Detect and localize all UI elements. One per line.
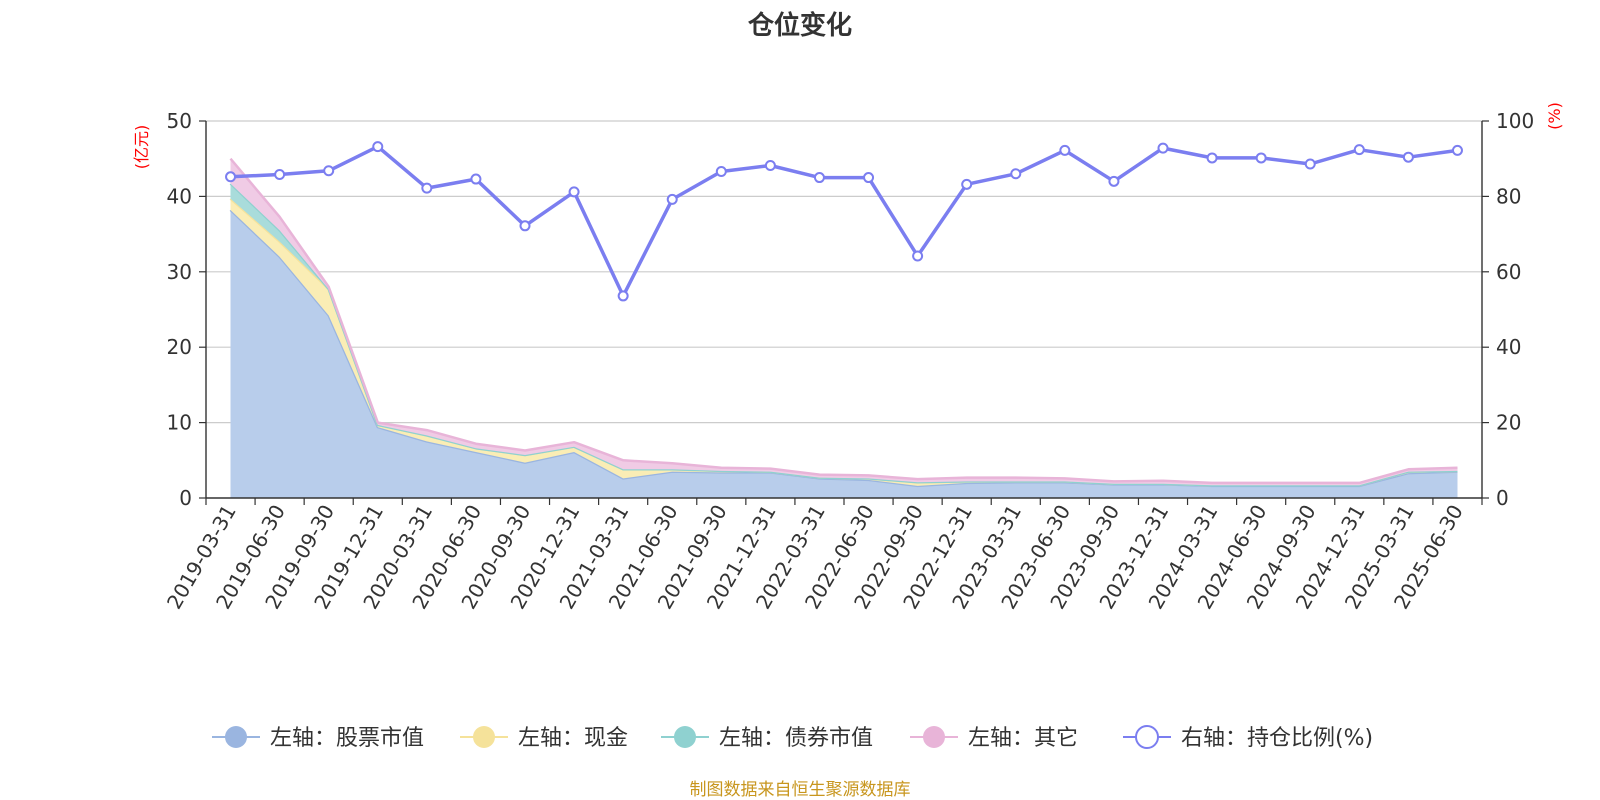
legend: 左轴：股票市值 左轴：现金 左轴：债券市值 左轴：其它 右轴：持仓比例(%) xyxy=(212,725,1373,751)
left-axis-tick-label: 40 xyxy=(167,184,192,208)
ratio-line-layer xyxy=(225,141,1463,302)
ratio-point xyxy=(1304,158,1316,170)
right-axis-tick-label: 100 xyxy=(1496,109,1534,133)
right-axis-tick-label: 40 xyxy=(1496,335,1521,359)
ratio-point xyxy=(1402,151,1414,163)
legend-label: 左轴：股票市值 xyxy=(270,726,424,751)
ratio-point xyxy=(1206,152,1218,164)
ratio-point xyxy=(1255,152,1267,164)
legend-label: 左轴：债券市值 xyxy=(719,726,873,751)
ratio-point xyxy=(372,141,384,153)
ratio-point xyxy=(863,172,875,184)
stacked-areas xyxy=(229,157,1458,498)
ratio-point xyxy=(1059,144,1071,156)
left-axis-unit: (亿元) xyxy=(132,125,151,170)
ratio-point xyxy=(421,182,433,194)
right-axis-tick-label: 80 xyxy=(1496,184,1521,208)
ratio-point xyxy=(1353,144,1365,156)
area-9ab5e0 xyxy=(230,210,1458,498)
ratio-point xyxy=(1108,175,1120,187)
ratio-point xyxy=(225,171,237,183)
ratio-point xyxy=(912,250,924,262)
ratio-point xyxy=(323,165,335,177)
left-axis-tick-label: 0 xyxy=(179,486,192,510)
ratio-point xyxy=(1010,168,1022,180)
legend-swatch-marker xyxy=(225,726,247,748)
ratio-point xyxy=(1451,144,1463,156)
axes: 010203040500204060801002019-03-312019-06… xyxy=(162,109,1534,613)
left-axis-tick-label: 30 xyxy=(167,260,192,284)
legend-swatch-marker xyxy=(1135,725,1159,749)
ratio-point xyxy=(764,159,776,171)
ratio-point xyxy=(961,178,973,190)
ratio-point xyxy=(617,290,629,302)
source-note: 制图数据来自恒生聚源数据库 xyxy=(690,780,911,800)
right-axis-tick-label: 0 xyxy=(1496,486,1509,510)
legend-swatch-marker xyxy=(674,726,696,748)
chart-title: 仓位变化 xyxy=(747,10,852,41)
legend-label: 左轴：其它 xyxy=(968,726,1078,751)
legend-swatch-marker xyxy=(923,726,945,748)
ratio-point xyxy=(568,186,580,198)
ratio-point xyxy=(715,166,727,178)
legend-label: 右轴：持仓比例(%) xyxy=(1181,726,1373,751)
left-axis-tick-label: 50 xyxy=(167,109,192,133)
left-axis-tick-label: 10 xyxy=(167,411,192,435)
area-outline xyxy=(229,157,1458,485)
ratio-point xyxy=(519,220,531,232)
grid-lines xyxy=(206,120,1482,424)
legend-swatch-marker xyxy=(473,726,495,748)
ratio-point xyxy=(813,172,825,184)
ratio-point xyxy=(274,169,286,181)
ratio-point xyxy=(666,193,678,205)
ratio-point xyxy=(470,173,482,185)
right-axis-unit: (%) xyxy=(1545,102,1564,130)
legend-label: 左轴：现金 xyxy=(518,726,628,751)
ratio-point xyxy=(1157,142,1169,154)
right-axis-tick-label: 20 xyxy=(1496,411,1521,435)
right-axis-tick-label: 60 xyxy=(1496,260,1521,284)
ratio-line xyxy=(230,144,1458,298)
left-axis-tick-label: 20 xyxy=(167,335,192,359)
